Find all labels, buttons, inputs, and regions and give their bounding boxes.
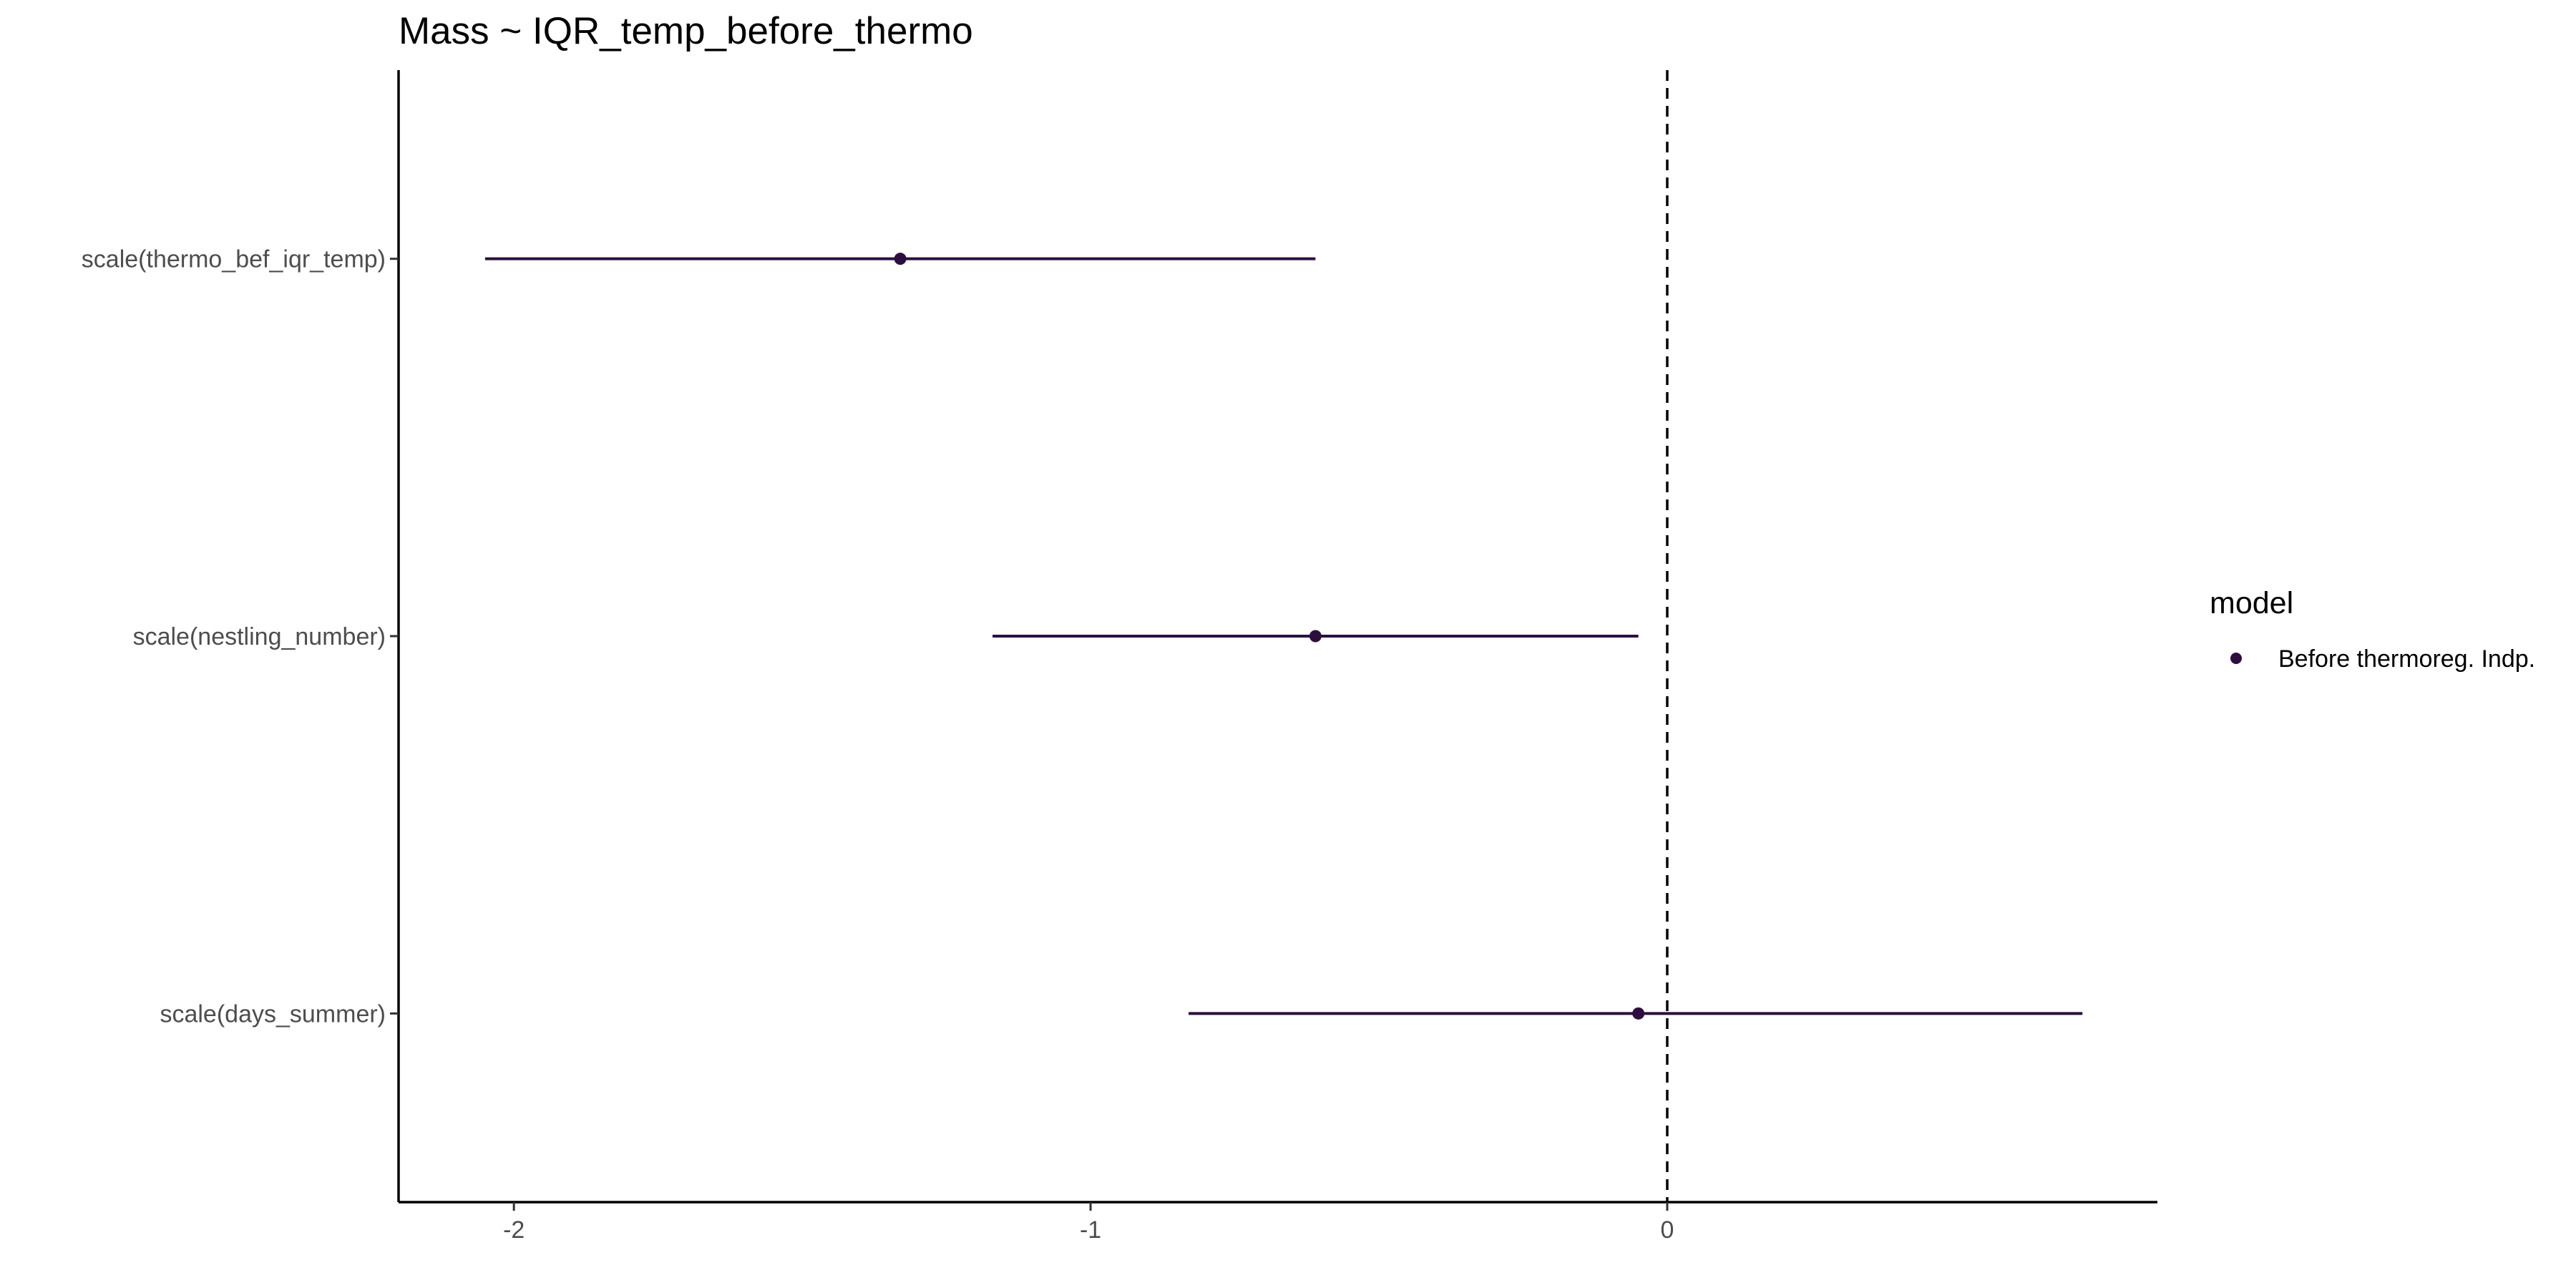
point-estimate-scale-thermo-bef-iqr-temp xyxy=(894,253,907,265)
chart-title: Mass ~ IQR_temp_before_thermo xyxy=(399,10,973,52)
y-tick-label-scale-thermo-bef-iqr-temp: scale(thermo_bef_iqr_temp) xyxy=(82,246,386,273)
y-axis-ticks: scale(thermo_bef_iqr_temp) scale(nestling… xyxy=(82,246,399,1028)
x-tick-label-0: -2 xyxy=(503,1216,525,1244)
x-axis-ticks: -2 -1 0 xyxy=(503,1202,1674,1244)
legend: model Before thermoreg. Indp. xyxy=(2210,586,2535,673)
plot-panel: scale(thermo_bef_iqr_temp) scale(nestling… xyxy=(82,70,2157,1244)
x-tick-label-2: 0 xyxy=(1661,1216,1674,1244)
point-estimate-scale-days-summer xyxy=(1632,1007,1645,1020)
point-estimates xyxy=(894,253,1645,1020)
confidence-intervals xyxy=(484,257,2083,1015)
legend-title: model xyxy=(2210,586,2293,620)
legend-key-before-thermoreg-indp xyxy=(2230,653,2242,664)
y-tick-label-scale-days-summer: scale(days_summer) xyxy=(160,1000,386,1028)
point-estimate-scale-nestling-number xyxy=(1309,630,1322,643)
x-tick-label-1: -1 xyxy=(1080,1216,1101,1244)
y-tick-label-scale-nestling-number: scale(nestling_number) xyxy=(133,623,386,650)
legend-label-before-thermoreg-indp: Before thermoreg. Indp. xyxy=(2278,645,2535,673)
